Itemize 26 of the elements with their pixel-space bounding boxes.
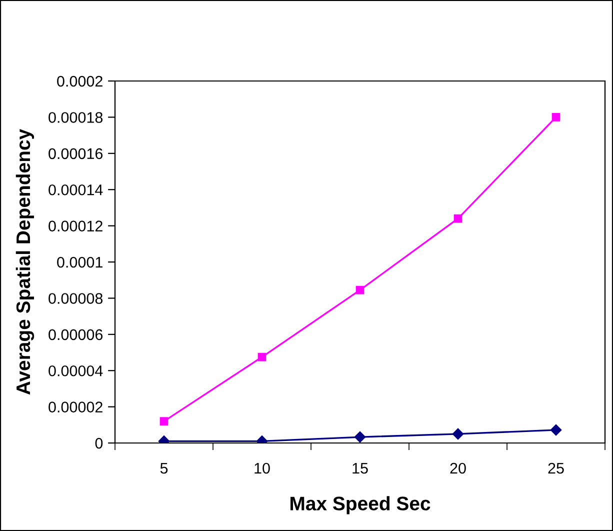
point — [454, 214, 462, 223]
y-axis-title: Average Spatial Dependency — [16, 128, 34, 395]
point — [354, 431, 366, 443]
y-tick-label: 0.00008 — [48, 293, 103, 304]
x-axis-title: Max Speed Sec — [290, 496, 430, 514]
x-tick-label: 25 — [548, 462, 564, 474]
point — [258, 352, 266, 362]
y-tick-label: 0 — [95, 438, 103, 449]
y-tick-label: 0.00016 — [48, 148, 103, 160]
y-tick-label: 0.00002 — [48, 402, 102, 412]
x-tick-label: 20 — [450, 462, 466, 474]
x-tick-label: 15 — [352, 463, 368, 474]
y-tick-label: 0.00012 — [48, 220, 102, 232]
y-tick-label: 0.00018 — [48, 112, 103, 123]
point — [356, 286, 364, 294]
y-tick-label: 0.0001 — [57, 256, 102, 268]
y-tick-label: 0.00014 — [48, 184, 103, 196]
y-tick-label: 0.00006 — [48, 329, 103, 340]
point — [550, 424, 562, 436]
x-tick-label: 5 — [160, 463, 168, 474]
point — [552, 113, 560, 122]
point — [160, 417, 168, 426]
y-tick-label: 0.00004 — [48, 365, 103, 376]
y-tick-label: 0.0002 — [57, 76, 102, 87]
x-tick-label: 10 — [254, 462, 270, 474]
point — [452, 428, 464, 440]
